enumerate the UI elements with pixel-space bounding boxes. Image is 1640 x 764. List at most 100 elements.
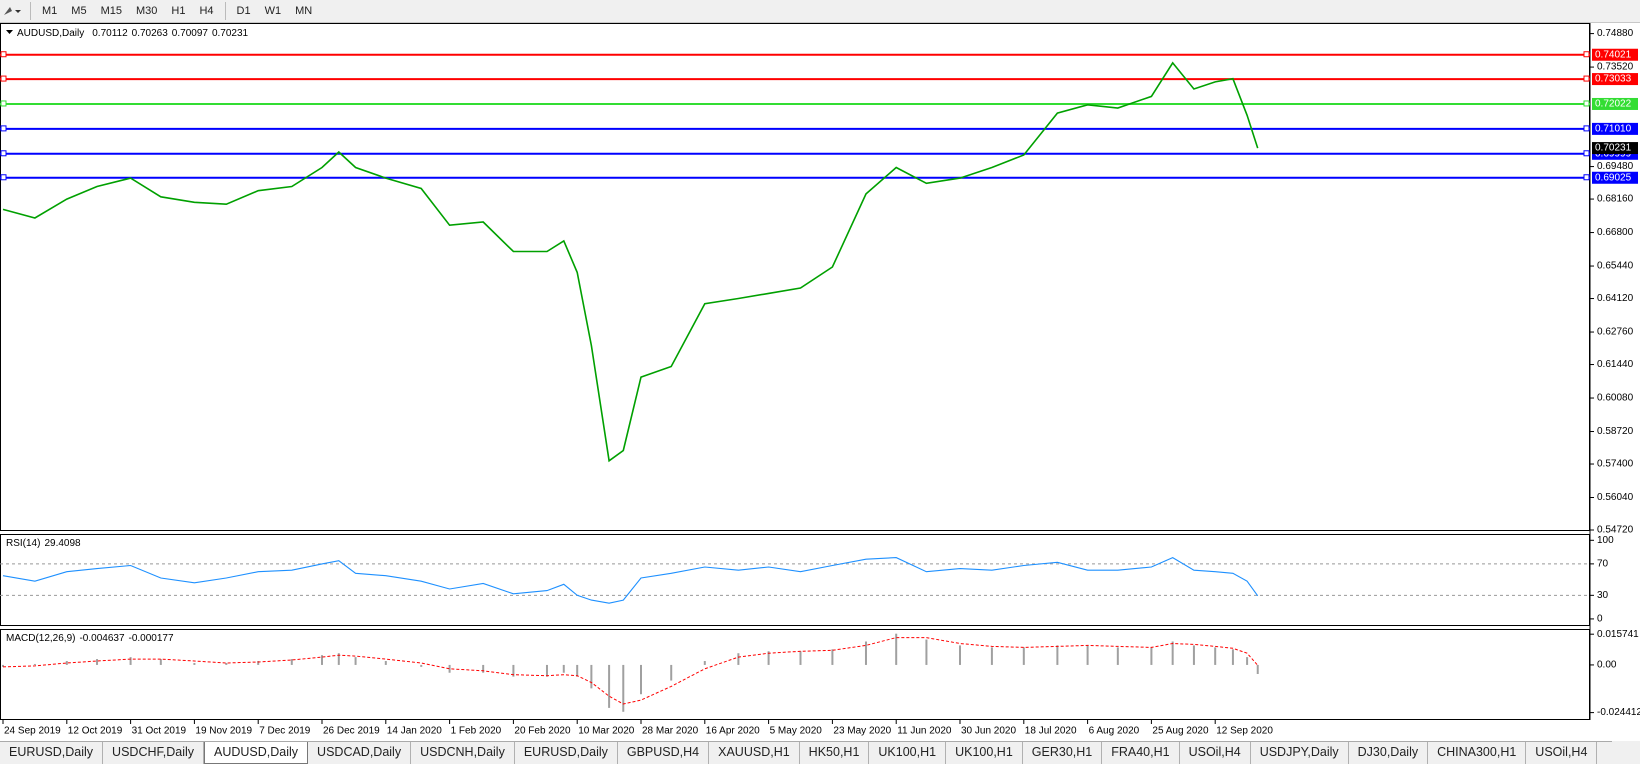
symbol-tab[interactable]: DJ30,Daily xyxy=(1349,742,1429,764)
x-tick-label: 5 May 2020 xyxy=(770,726,823,737)
symbol-tab[interactable]: EURUSD,Daily xyxy=(0,742,104,764)
macd-bar xyxy=(576,664,579,677)
x-tick-label: 10 Mar 2020 xyxy=(578,726,635,737)
level-label-box xyxy=(1592,97,1638,110)
x-tick-label: 11 Jun 2020 xyxy=(897,726,952,737)
x-tick-label: 23 May 2020 xyxy=(833,726,891,737)
x-tick-label: 26 Dec 2019 xyxy=(323,726,380,737)
macd-bar xyxy=(703,661,706,665)
symbol-tab[interactable]: UK100,H1 xyxy=(869,742,947,764)
level-label: 0.74021 xyxy=(1595,49,1632,60)
price-label-box xyxy=(1592,142,1638,155)
symbol-tab[interactable]: USDCAD,Daily xyxy=(308,742,412,764)
y-tick-label: 0.68160 xyxy=(1597,194,1634,205)
symbol-tab[interactable]: AUDUSD,Daily xyxy=(204,742,309,764)
separator xyxy=(30,2,31,20)
y-tick-label: 0.56040 xyxy=(1597,492,1634,503)
x-tick-label: 20 Feb 2020 xyxy=(514,726,571,737)
macd-bar xyxy=(2,664,4,667)
x-tick-label: 12 Sep 2020 xyxy=(1216,726,1273,737)
y-tick-label: 0.69480 xyxy=(1597,161,1634,172)
macd-bar xyxy=(290,659,293,665)
timeframe-button[interactable]: W1 xyxy=(264,5,282,17)
x-tick-label: 24 Sep 2019 xyxy=(4,726,61,737)
timeframe-button[interactable]: M15 xyxy=(100,5,122,17)
menu-triangle xyxy=(6,30,13,34)
timeframe-button[interactable]: M5 xyxy=(71,5,87,17)
indicator-value: 29.4098 xyxy=(44,538,81,549)
level-handle xyxy=(1583,174,1590,181)
x-tick-label: 7 Dec 2019 xyxy=(259,726,311,737)
macd-bar xyxy=(590,664,593,689)
indicator-header: RSI(14) 29.4098 xyxy=(6,538,81,549)
level-label: 0.71010 xyxy=(1595,124,1632,135)
macd-bar xyxy=(96,659,99,665)
timeframe-button[interactable]: M1 xyxy=(42,5,58,17)
macd-bar xyxy=(608,664,611,708)
symbol-tab[interactable]: EURUSD,Daily xyxy=(515,742,618,764)
level-label: 0.73033 xyxy=(1595,74,1632,85)
symbol-tab[interactable]: USDCNH,Daily xyxy=(411,742,515,764)
chart-background xyxy=(0,23,1640,741)
symbol-tab[interactable]: CHINA300,H1 xyxy=(1428,742,1527,764)
timeframe-button[interactable]: H4 xyxy=(199,5,214,17)
x-tick-label: 14 Jan 2020 xyxy=(387,726,442,737)
timeframe-button[interactable]: M30 xyxy=(135,5,158,17)
macd-bar xyxy=(895,633,898,665)
separator xyxy=(224,2,226,20)
level-handle xyxy=(1583,51,1590,58)
macd-bar xyxy=(420,664,423,667)
symbol-tab[interactable]: GER30,H1 xyxy=(1023,742,1103,764)
y-tick-label: 0.015741 xyxy=(1597,629,1639,640)
symbol-tab[interactable]: XAUUSD,H1 xyxy=(709,742,800,764)
indicator-header: MACD(12,26,9) -0.004637 -0.000177 xyxy=(6,633,174,644)
macd-bar xyxy=(321,655,323,665)
toolbar: M1 M5 M15 M30 H1 H4 D1 W1 MN xyxy=(0,0,1640,23)
macd-bar xyxy=(1231,649,1234,665)
macd-bar xyxy=(65,661,68,665)
cursor-icon xyxy=(4,7,21,15)
timeframe-button[interactable]: D1 xyxy=(236,5,251,17)
macd-bar xyxy=(799,651,802,665)
y-tick-label: 0.58720 xyxy=(1597,426,1634,437)
macd-bar xyxy=(1171,641,1174,665)
macd-bar xyxy=(990,647,993,665)
timeframe-button[interactable]: MN xyxy=(295,5,313,17)
indicator-title: RSI(14) xyxy=(6,538,40,549)
level-label: 0.69025 xyxy=(1595,172,1632,183)
price-line xyxy=(2,61,1259,463)
macd-bar xyxy=(1246,657,1249,665)
x-tick-label: 19 Nov 2019 xyxy=(195,726,252,737)
macd-bar xyxy=(1056,645,1059,665)
y-tick-label: 0.61440 xyxy=(1597,359,1634,370)
symbol-tab[interactable]: UK100,H1 xyxy=(946,742,1023,764)
chart-area: 0.74880 0.73520 0.69480 0.68160 0.66800 0.654… xyxy=(0,23,1640,741)
symbol-tab[interactable]: USOil,H4 xyxy=(1526,742,1598,764)
symbol-tab[interactable]: HK50,H1 xyxy=(800,742,870,764)
x-tick-label: 31 Oct 2019 xyxy=(132,726,187,737)
symbol-tab[interactable]: USOil,H4 xyxy=(1180,742,1251,764)
ohlc-value: 0.70112 xyxy=(92,28,128,39)
level-handle xyxy=(1583,150,1590,157)
indicator-value: -0.000177 xyxy=(129,633,174,644)
x-tick-label: 12 Oct 2019 xyxy=(68,726,123,737)
symbol-tab[interactable]: USDJPY,Daily xyxy=(1251,742,1349,764)
chart-title: AUDUSD,Daily xyxy=(17,28,84,39)
macd-bar xyxy=(1192,645,1195,665)
level-label: 0.72022 xyxy=(1595,99,1632,110)
level-handle xyxy=(0,75,7,82)
y-tick-label: 0.60080 xyxy=(1597,393,1634,404)
symbol-tab[interactable]: GBPUSD,H4 xyxy=(618,742,710,764)
symbol-tab[interactable]: FRA40,H1 xyxy=(1102,742,1180,764)
y-tick-label: -0.024412 xyxy=(1597,707,1640,718)
symbol-tab[interactable]: USDCHF,Daily xyxy=(103,742,204,764)
y-tick-label: 70 xyxy=(1597,559,1609,570)
x-tick-label: 28 Mar 2020 xyxy=(642,726,699,737)
indicator-title: MACD(12,26,9) xyxy=(6,633,75,644)
macd-bar xyxy=(640,664,642,695)
level-label-box xyxy=(1592,73,1638,86)
timeframe-button[interactable]: H1 xyxy=(171,5,186,17)
macd-bar xyxy=(482,664,485,673)
x-tick-label: 30 Jun 2020 xyxy=(961,726,1016,737)
